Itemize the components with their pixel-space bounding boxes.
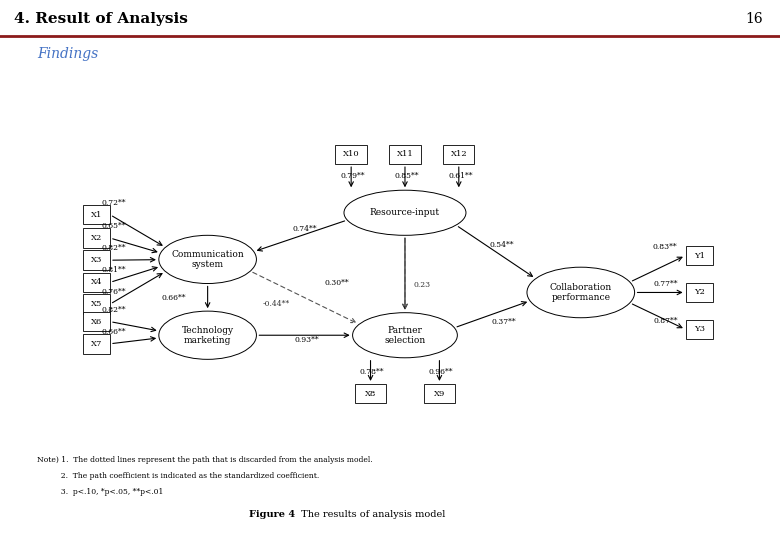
FancyBboxPatch shape <box>686 246 713 265</box>
Text: 0.79**: 0.79** <box>340 172 365 180</box>
Text: 0.66**: 0.66** <box>101 328 126 336</box>
Text: 0.65**: 0.65** <box>101 222 126 230</box>
Text: 0.85**: 0.85** <box>394 172 419 180</box>
Text: Resource-input: Resource-input <box>370 208 440 217</box>
Text: Y1: Y1 <box>693 252 704 260</box>
FancyBboxPatch shape <box>83 312 110 332</box>
Text: Y2: Y2 <box>693 288 704 296</box>
Text: 0.76**: 0.76** <box>101 288 126 296</box>
Ellipse shape <box>344 190 466 235</box>
Text: Collaboration
performance: Collaboration performance <box>550 283 612 302</box>
Text: 0.82**: 0.82** <box>101 244 126 252</box>
Text: X3: X3 <box>90 256 102 264</box>
Text: 0.77**: 0.77** <box>653 280 678 288</box>
Ellipse shape <box>527 267 635 318</box>
Text: Y3: Y3 <box>693 326 704 333</box>
Text: X2: X2 <box>90 234 102 242</box>
Text: X5: X5 <box>90 300 102 308</box>
FancyBboxPatch shape <box>686 283 713 302</box>
Text: Communication
system: Communication system <box>172 249 244 269</box>
Text: -0.44**: -0.44** <box>262 300 289 308</box>
Text: 0.82**: 0.82** <box>101 306 126 314</box>
Text: X12: X12 <box>451 151 467 158</box>
Text: 0.78**: 0.78** <box>360 368 385 376</box>
Ellipse shape <box>159 235 257 284</box>
Text: Technology
marketing: Technology marketing <box>182 326 234 345</box>
Text: 0.74**: 0.74** <box>292 226 317 233</box>
Text: 0.54**: 0.54** <box>490 241 514 249</box>
Text: 0.61**: 0.61** <box>448 172 473 180</box>
Text: 0.66**: 0.66** <box>161 294 186 301</box>
Text: 0.30**: 0.30** <box>324 279 349 287</box>
FancyBboxPatch shape <box>83 251 110 270</box>
Text: 0.93**: 0.93** <box>294 336 319 345</box>
Text: Partner
selection: Partner selection <box>385 326 426 345</box>
Text: X10: X10 <box>343 151 360 158</box>
Text: 0.81**: 0.81** <box>101 266 126 274</box>
Text: The results of analysis model: The results of analysis model <box>298 510 445 518</box>
FancyBboxPatch shape <box>335 145 367 164</box>
Text: X8: X8 <box>365 389 376 397</box>
Text: 0.87**: 0.87** <box>653 318 678 325</box>
FancyBboxPatch shape <box>83 228 110 248</box>
FancyBboxPatch shape <box>83 205 110 225</box>
Text: 3.  p<.10, *p<.05, **p<.01: 3. p<.10, *p<.05, **p<.01 <box>37 489 164 496</box>
Text: 16: 16 <box>745 12 763 26</box>
Ellipse shape <box>159 311 257 359</box>
FancyBboxPatch shape <box>389 145 420 164</box>
Text: X7: X7 <box>90 340 102 348</box>
Text: 0.83**: 0.83** <box>653 244 678 252</box>
Text: X4: X4 <box>90 278 102 286</box>
Text: X11: X11 <box>396 151 413 158</box>
FancyBboxPatch shape <box>686 320 713 339</box>
Text: 0.72**: 0.72** <box>101 199 126 207</box>
Ellipse shape <box>353 313 457 358</box>
FancyBboxPatch shape <box>83 294 110 314</box>
Text: X6: X6 <box>90 318 102 326</box>
Text: 4. Result of Analysis: 4. Result of Analysis <box>14 12 188 26</box>
FancyBboxPatch shape <box>424 384 455 403</box>
Text: Note) 1.  The dotted lines represent the path that is discarded from the analysi: Note) 1. The dotted lines represent the … <box>37 456 373 464</box>
Text: 0.96**: 0.96** <box>429 368 453 376</box>
Text: Figure 4: Figure 4 <box>249 510 295 518</box>
Text: Findings: Findings <box>37 47 99 61</box>
Text: 2.  The path coefficient is indicated as the standardized coefficient.: 2. The path coefficient is indicated as … <box>37 472 320 480</box>
Text: 0.37**: 0.37** <box>491 319 516 326</box>
FancyBboxPatch shape <box>443 145 474 164</box>
Text: 0.23: 0.23 <box>413 281 431 289</box>
FancyBboxPatch shape <box>83 334 110 354</box>
FancyBboxPatch shape <box>83 273 110 292</box>
Text: X9: X9 <box>434 389 445 397</box>
FancyBboxPatch shape <box>355 384 386 403</box>
Text: X1: X1 <box>90 211 102 219</box>
